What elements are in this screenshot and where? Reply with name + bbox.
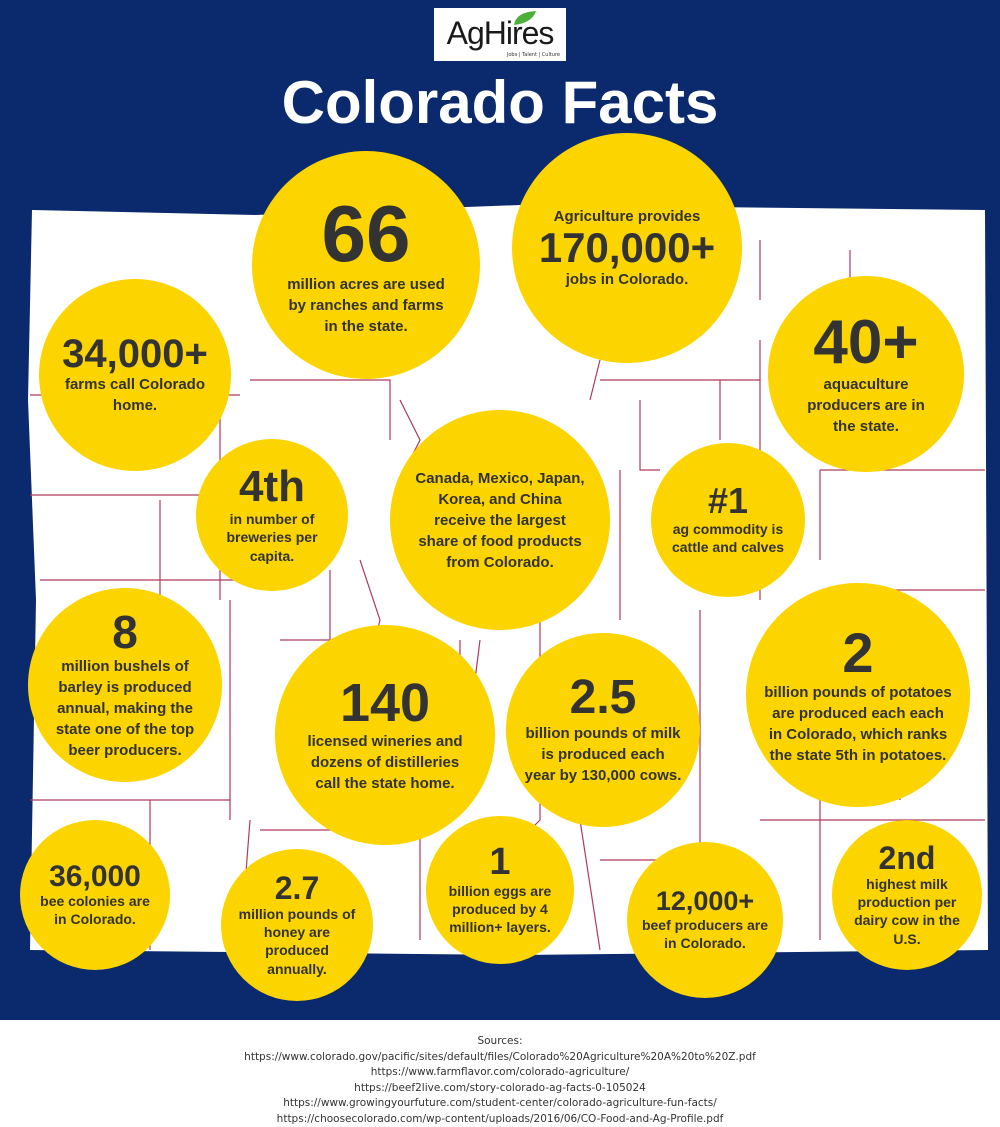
fact-text: aquaculture producers are in the state. [807,376,925,436]
fact-text: jobs in Colorado. [565,271,689,289]
source-url[interactable]: https://choosecolorado.com/wp-content/up… [276,1112,724,1125]
fact-text: highest milk production per dairy cow in… [854,875,960,947]
fact-circle: 2nd highest milk production per dairy cow… [832,820,982,970]
fact-text: million pounds of honey are produced ann… [238,905,356,977]
fact-circle: 34,000+ farms call Colorado home. [39,279,231,471]
logo-tagline: Jobs | Talent | Culture [506,52,560,58]
fact-text: bee colonies are in Colorado. [40,893,150,928]
fact-circle: 12,000+ beef producers are in Colorado. [627,842,783,998]
fact-circle: 1 billion eggs are produced by 4 million+… [426,816,574,964]
fact-text: billion pounds of milk is produced each … [524,724,682,784]
fact-circle: 40+ aquaculture producers are in the stat… [768,276,964,472]
fact-circle: 2 billion pounds of potatoes are produced… [746,583,970,807]
fact-text: farms call Colorado home. [64,376,206,415]
fact-circle: #1 ag commodity is cattle and calves [651,443,805,597]
source-url[interactable]: https://www.colorado.gov/pacific/sites/d… [244,1050,756,1063]
fact-number: 66 [321,188,411,278]
fact-number: 4th [239,462,305,512]
fact-circle: 36,000 bee colonies are in Colorado. [20,820,170,970]
source-url[interactable]: https://www.farmflavor.com/colorado-agri… [370,1066,630,1078]
fact-text: million acres are used by ranches and fa… [287,276,445,336]
sources: Sources: https://www.colorado.gov/pacifi… [0,1034,1000,1127]
fact-number: 2.5 [569,671,637,725]
fact-number: 8 [112,606,138,659]
fact-number: 34,000+ [62,331,208,376]
fact-circle: Canada, Mexico, Japan, Korea, and China … [390,410,610,630]
fact-number: 2nd [878,840,936,877]
fact-number: 36,000 [49,859,141,893]
fact-intro: Agriculture provides [553,207,701,225]
page-title: Colorado Facts [281,69,719,136]
source-url[interactable]: https://beef2live.com/story-colorado-ag-… [354,1081,646,1094]
sources-label: Sources: [477,1035,523,1047]
fact-text: beef producers are in Colorado. [641,916,769,951]
fact-circle: 140 licensed wineries and dozens of disti… [275,625,495,845]
fact-number: #1 [707,480,749,522]
fact-text: million bushels of barley is produced an… [55,657,195,759]
fact-number: 40+ [813,307,919,377]
fact-number: 2 [842,621,874,685]
fact-text: in number of breweries per capita. [226,511,318,564]
fact-circle: 2.5 billion pounds of milk is produced ea… [506,633,700,827]
fact-circle: 66 million acres are used by ranches and … [252,151,480,379]
fact-circle: 4th in number of breweries per capita. [196,439,348,591]
fact-text: billion pounds of potatoes are produced … [764,683,952,764]
source-url[interactable]: https://www.growingyourfuture.com/studen… [283,1097,717,1109]
fact-circle: 2.7 million pounds of honey are produced … [221,849,373,1001]
logo-text: AgHires [446,15,555,51]
fact-number: 170,000+ [538,223,716,271]
leaf-icon [514,11,536,25]
fact-number: 12,000+ [655,886,755,917]
fact-circle: Agriculture provides 170,000+ jobs in Colo… [512,133,742,363]
fact-text: licensed wineries and dozens of distille… [307,733,463,793]
fact-circle: 8 million bushels of barley is produced a… [28,588,222,782]
fact-text: Canada, Mexico, Japan, Korea, and China … [415,469,585,571]
aghires-logo: AgHires Jobs | Talent | Culture [434,8,566,61]
fact-text: billion eggs are produced by 4 million+ … [448,883,552,936]
fact-text: ag commodity is cattle and calves [671,521,785,556]
fact-number: 1 [489,841,511,884]
fact-number: 2.7 [274,870,320,907]
fact-number: 140 [339,672,431,733]
